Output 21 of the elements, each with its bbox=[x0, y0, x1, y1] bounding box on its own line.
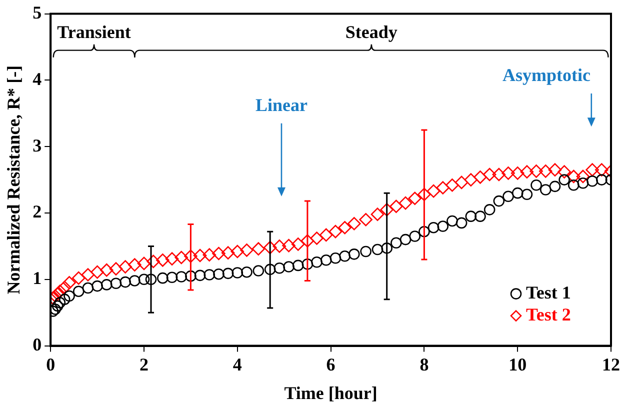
y-tick-label: 2 bbox=[32, 202, 42, 222]
x-tick-label: 12 bbox=[602, 354, 620, 374]
y-tick-label: 0 bbox=[32, 334, 42, 354]
annotation: Asymptotic bbox=[502, 64, 591, 86]
x-tick-label: 6 bbox=[326, 354, 336, 374]
y-axis-title: Normalized Resistance, R* [-] bbox=[3, 65, 24, 294]
y-tick-label: 1 bbox=[32, 268, 42, 288]
x-axis-title: Time [hour] bbox=[284, 382, 378, 403]
x-tick-label: 2 bbox=[140, 354, 148, 374]
x-tick-label: 0 bbox=[46, 354, 56, 374]
legend-label: Test 1 bbox=[526, 282, 571, 302]
y-tick-label: 3 bbox=[32, 135, 42, 156]
y-tick-label: 5 bbox=[32, 2, 42, 22]
annotation: Linear bbox=[255, 94, 308, 116]
legend-label: Test 2 bbox=[526, 304, 571, 324]
x-tick-label: 10 bbox=[508, 354, 527, 374]
x-tick-label: 8 bbox=[420, 354, 429, 374]
annotation: Transient bbox=[57, 22, 131, 43]
annotation: Steady bbox=[345, 22, 398, 43]
x-tick-label: 4 bbox=[232, 354, 242, 374]
y-tick-label: 4 bbox=[32, 68, 42, 89]
